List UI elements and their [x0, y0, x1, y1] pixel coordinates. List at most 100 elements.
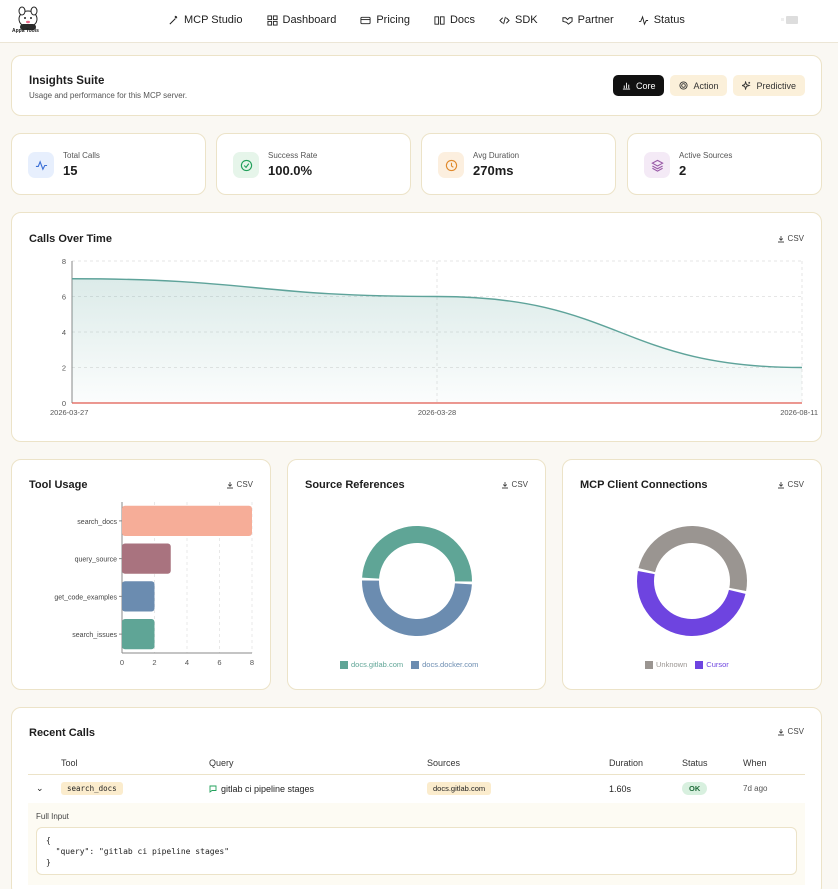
- status-cell: OK: [682, 782, 708, 795]
- client-connections-chart: [637, 526, 747, 636]
- activity-icon: [638, 14, 648, 25]
- main-nav: MCP Studio Dashboard Pricing Docs SDK Pa…: [168, 14, 685, 26]
- tool-usage-chart: 0 2 4 6 8 search_docs query_source get_code_exa…: [54, 502, 254, 667]
- chart-title: Calls Over Time: [29, 233, 112, 245]
- mode-label: Core: [635, 80, 656, 91]
- mode-label: Action: [693, 80, 719, 91]
- donut-slice: [362, 525, 472, 582]
- source-references-chart: [362, 525, 472, 637]
- legend-label: Cursor: [706, 660, 729, 669]
- legend-label: docs.gitlab.com: [351, 660, 404, 669]
- stat-card-active-sources: Active Sources 2: [627, 133, 822, 195]
- logo[interactable]: [12, 5, 46, 37]
- top-nav: Appa Tools MCP Studio Dashboard Pricing …: [0, 0, 838, 43]
- stat-card-total-calls: Total Calls 15: [11, 133, 206, 195]
- csv-label: CSV: [787, 480, 804, 489]
- message-icon: [209, 785, 217, 793]
- bar: [122, 619, 155, 650]
- table-header-divider: [28, 774, 805, 775]
- csv-download-button[interactable]: CSV: [501, 480, 528, 489]
- full-input-code[interactable]: { "query": "gitlab ci pipeline stages" }: [36, 827, 797, 875]
- stat-value: 100.0%: [268, 163, 313, 178]
- mode-predictive-button[interactable]: Predictive: [733, 75, 805, 96]
- download-icon: [777, 481, 784, 488]
- y-tick-label: search_docs: [77, 519, 117, 526]
- status-badge: OK: [682, 782, 708, 795]
- y-tick-label: search_issues: [72, 632, 117, 639]
- donut-slice: [638, 526, 747, 592]
- nav-item-mcp-studio[interactable]: MCP Studio: [168, 14, 243, 26]
- stat-value: 270ms: [473, 163, 514, 178]
- csv-download-button[interactable]: CSV: [777, 727, 804, 736]
- mode-action-button[interactable]: Action: [670, 75, 728, 96]
- card-icon: [360, 16, 371, 24]
- mode-switch: Core Action Predictive: [612, 75, 805, 96]
- nav-item-status[interactable]: Status: [638, 14, 685, 26]
- query-cell: gitlab ci pipeline stages: [209, 784, 314, 794]
- nav-item-docs[interactable]: Docs: [434, 14, 475, 26]
- y-tick-label: query_source: [75, 557, 118, 564]
- check-circle-icon: [233, 152, 259, 178]
- x-tick-label: 2026-03-28: [418, 408, 456, 417]
- chart-legend: docs.gitlab.com docs.docker.com: [340, 660, 478, 669]
- csv-download-button[interactable]: CSV: [777, 234, 804, 243]
- grid-icon: [266, 14, 278, 26]
- y-tick-label: get_code_examples: [54, 594, 117, 601]
- nav-item-partner[interactable]: Partner: [562, 14, 614, 26]
- stat-label: Avg Duration: [473, 151, 520, 160]
- stat-label: Active Sources: [679, 151, 733, 160]
- code-icon: [499, 16, 510, 24]
- target-icon: [679, 81, 689, 90]
- nav-item-pricing[interactable]: Pricing: [360, 14, 410, 26]
- series-line: [71, 278, 803, 369]
- legend-item: docs.gitlab.com: [340, 660, 403, 669]
- client-connections-card: MCP Client Connections CSV Unknown Curso…: [562, 459, 822, 690]
- y-tick-label: 8: [62, 257, 66, 266]
- insights-header-card: Insights Suite Usage and performance for…: [11, 55, 822, 116]
- x-tick-label: 2026-08-11: [780, 408, 818, 417]
- column-header-query: Query: [209, 758, 234, 768]
- csv-download-button[interactable]: CSV: [777, 480, 804, 489]
- language-flag-icon[interactable]: [781, 16, 798, 24]
- legend-swatch: [695, 660, 704, 669]
- csv-label: CSV: [236, 480, 253, 489]
- bar: [122, 505, 252, 536]
- nav-item-dashboard[interactable]: Dashboard: [266, 14, 336, 26]
- clock-icon: [438, 152, 464, 178]
- when-cell: 7d ago: [743, 784, 768, 793]
- column-header-when: When: [743, 758, 767, 768]
- download-icon: [226, 481, 233, 488]
- nav-item-label: Partner: [577, 14, 614, 26]
- donut-slice: [362, 580, 472, 637]
- mode-label: Predictive: [756, 80, 796, 91]
- csv-label: CSV: [787, 727, 804, 736]
- x-tick-label: 8: [250, 658, 254, 667]
- query-text: gitlab ci pipeline stages: [221, 784, 315, 794]
- chevron-down-icon[interactable]: ⌄: [36, 783, 44, 793]
- mode-core-button[interactable]: Core: [612, 75, 665, 96]
- legend-swatch: [411, 660, 420, 669]
- x-tick-label: 2026-03-27: [50, 408, 88, 417]
- y-tick-label: 0: [62, 399, 66, 408]
- download-icon: [777, 728, 784, 735]
- column-header-tool: Tool: [61, 758, 78, 768]
- nav-item-label: SDK: [515, 14, 538, 26]
- x-tick-label: 6: [217, 658, 221, 667]
- brand-name: Appa Tools: [12, 28, 39, 34]
- tool-name-pill: search_docs: [61, 782, 123, 795]
- column-header-duration: Duration: [609, 758, 644, 768]
- row-details: Full Input { "query": "gitlab ci pipelin…: [28, 803, 805, 885]
- bar-chart-icon: [622, 82, 631, 90]
- full-input-label: Full Input: [36, 812, 69, 821]
- nav-item-sdk[interactable]: SDK: [499, 14, 538, 26]
- download-icon: [777, 235, 784, 242]
- source-references-card: Source References CSV docs.gitlab.com do…: [287, 459, 546, 690]
- sources-cell: docs.gitlab.com: [427, 782, 492, 795]
- bar: [122, 543, 171, 574]
- x-tick-label: 2: [152, 658, 156, 667]
- section-title: Recent Calls: [29, 727, 96, 739]
- csv-download-button[interactable]: CSV: [226, 480, 253, 489]
- legend-label: Unknown: [656, 660, 688, 669]
- book-icon: [434, 15, 445, 25]
- duration-cell: 1.60s: [609, 784, 632, 794]
